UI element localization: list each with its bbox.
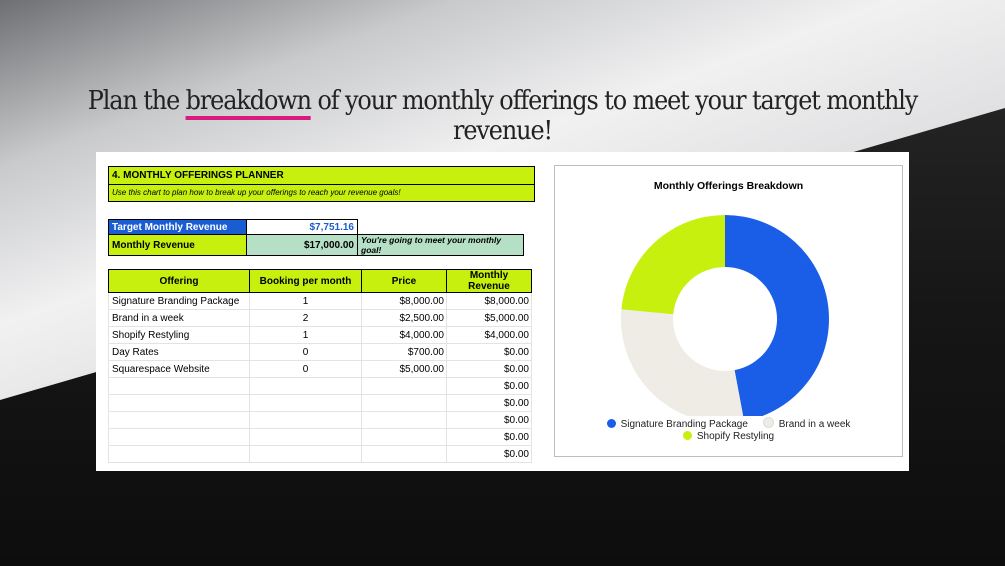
cell-revenue[interactable]: $0.00 [446, 360, 532, 378]
table-row: $0.00 [108, 428, 532, 446]
offerings-table: Offering Booking per month Price Monthly… [108, 269, 532, 463]
cell-booking[interactable] [249, 411, 362, 429]
column-header-booking[interactable]: Booking per month [249, 269, 362, 293]
cell-offering[interactable] [108, 411, 250, 429]
planner-subtitle[interactable]: Use this chart to plan how to break up y… [112, 188, 401, 197]
monthly-value[interactable]: $17,000.00 [246, 234, 358, 256]
table-row: $0.00 [108, 394, 532, 412]
cell-booking[interactable]: 0 [249, 360, 362, 378]
cell-price[interactable] [361, 394, 447, 412]
monthly-row: Monthly Revenue $17,000.00 You're going … [108, 234, 524, 256]
legend-label: Brand in a week [778, 419, 851, 430]
cell-price[interactable]: $4,000.00 [361, 326, 447, 344]
cell-offering[interactable]: Signature Branding Package [108, 292, 250, 310]
cell-revenue[interactable]: $8,000.00 [446, 292, 532, 310]
cell-offering[interactable] [108, 394, 250, 412]
cell-revenue[interactable]: $0.00 [446, 394, 532, 412]
donut-slice-1[interactable] [621, 309, 744, 416]
cell-price[interactable] [361, 428, 447, 446]
cell-offering[interactable]: Day Rates [108, 343, 250, 361]
cell-revenue[interactable]: $0.00 [446, 411, 532, 429]
legend-item-shopify[interactable]: Shopify Restyling [682, 430, 775, 443]
monthly-label[interactable]: Monthly Revenue [108, 234, 247, 256]
table-row: Shopify Restyling 1 $4,000.00 $4,000.00 [108, 326, 532, 344]
revenue-summary: Target Monthly Revenue $7,751.16 Monthly… [108, 219, 524, 256]
headline-highlight: breakdown [185, 86, 312, 120]
table-row: Signature Branding Package 1 $8,000.00 $… [108, 292, 532, 310]
legend-item-signature[interactable]: Signature Branding Package [606, 418, 748, 431]
cell-booking[interactable] [249, 394, 362, 412]
cell-revenue[interactable]: $0.00 [446, 377, 532, 395]
headline-highlight-text: breakdown [185, 86, 312, 116]
table-header-row: Offering Booking per month Price Monthly… [108, 269, 532, 293]
cell-booking[interactable]: 1 [249, 292, 362, 310]
cell-price[interactable] [361, 411, 447, 429]
cell-offering[interactable] [108, 377, 250, 395]
goal-message[interactable]: You're going to meet your monthly goal! [357, 234, 524, 256]
content-card: 4. MONTHLY OFFERINGS PLANNER Use this ch… [96, 152, 909, 471]
table-row: $0.00 [108, 377, 532, 395]
chart-legend: Signature Branding Package Brand in a we… [555, 417, 902, 443]
cell-price[interactable] [361, 377, 447, 395]
target-label[interactable]: Target Monthly Revenue [108, 219, 247, 235]
legend-label: Signature Branding Package [620, 419, 748, 430]
legend-label: Shopify Restyling [696, 431, 775, 442]
cell-revenue[interactable]: $0.00 [446, 343, 532, 361]
cell-offering[interactable]: Shopify Restyling [108, 326, 250, 344]
planner-header: 4. MONTHLY OFFERINGS PLANNER Use this ch… [108, 166, 535, 202]
donut-slice-0[interactable] [725, 215, 829, 416]
headline-before: Plan the [87, 86, 186, 116]
column-header-revenue[interactable]: Monthly Revenue [446, 269, 532, 293]
cell-booking[interactable] [249, 428, 362, 446]
target-row: Target Monthly Revenue $7,751.16 [108, 219, 524, 235]
cell-offering[interactable]: Squarespace Website [108, 360, 250, 378]
donut-chart[interactable]: Monthly Offerings Breakdown Signature Br… [554, 165, 903, 457]
planner-title[interactable]: 4. MONTHLY OFFERINGS PLANNER [109, 167, 534, 185]
cell-revenue[interactable]: $0.00 [446, 445, 532, 463]
legend-item-brand-week[interactable]: Brand in a week [762, 417, 851, 431]
column-header-offering[interactable]: Offering [108, 269, 250, 293]
cell-revenue[interactable]: $0.00 [446, 428, 532, 446]
cell-booking[interactable]: 2 [249, 309, 362, 327]
legend-row-1: Signature Branding Package Brand in a we… [555, 417, 902, 430]
table-row: Squarespace Website 0 $5,000.00 $0.00 [108, 360, 532, 378]
cell-offering[interactable] [108, 445, 250, 463]
legend-swatch [682, 431, 692, 440]
headline-underline [185, 116, 311, 120]
legend-swatch [606, 419, 616, 428]
cell-price[interactable]: $2,500.00 [361, 309, 447, 327]
table-row: $0.00 [108, 411, 532, 429]
donut-chart-svg [621, 215, 829, 416]
headline: Plan the breakdown of your monthly offer… [40, 86, 965, 146]
table-row: Brand in a week 2 $2,500.00 $5,000.00 [108, 309, 532, 327]
spreadsheet: 4. MONTHLY OFFERINGS PLANNER Use this ch… [108, 166, 535, 463]
table-row: Day Rates 0 $700.00 $0.00 [108, 343, 532, 361]
headline-after: of your monthly offerings to meet your t… [310, 86, 918, 146]
cell-revenue[interactable]: $4,000.00 [446, 326, 532, 344]
cell-booking[interactable] [249, 445, 362, 463]
chart-title: Monthly Offerings Breakdown [653, 180, 804, 192]
table-row: $0.00 [108, 445, 532, 463]
cell-offering[interactable]: Brand in a week [108, 309, 250, 327]
cell-revenue[interactable]: $5,000.00 [446, 309, 532, 327]
cell-booking[interactable]: 0 [249, 343, 362, 361]
legend-swatch [762, 417, 774, 428]
cell-price[interactable] [361, 445, 447, 463]
cell-booking[interactable] [249, 377, 362, 395]
target-value[interactable]: $7,751.16 [246, 219, 358, 235]
cell-price[interactable]: $700.00 [361, 343, 447, 361]
column-header-price[interactable]: Price [361, 269, 447, 293]
cell-booking[interactable]: 1 [249, 326, 362, 344]
donut-slice-2[interactable] [621, 215, 725, 315]
cell-offering[interactable] [108, 428, 250, 446]
cell-price[interactable]: $5,000.00 [361, 360, 447, 378]
cell-price[interactable]: $8,000.00 [361, 292, 447, 310]
legend-row-2: Shopify Restyling [555, 430, 902, 443]
